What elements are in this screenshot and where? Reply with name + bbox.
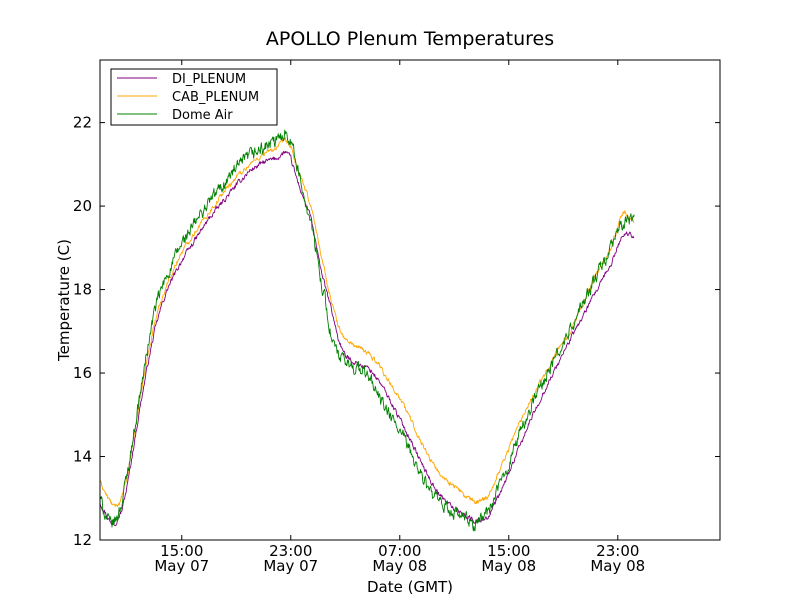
x-tick-label-time: 15:00 [160,542,203,560]
series-layer [99,129,635,532]
x-axis-label: Date (GMT) [367,578,453,596]
series-line-di-plenum [99,150,635,527]
x-tick-label-time: 23:00 [596,542,639,560]
x-tick-label-date: May 08 [372,557,427,575]
x-tick-label-time: 15:00 [487,542,530,560]
y-tick-label: 20 [73,197,92,215]
x-tick-label-date: May 08 [590,557,645,575]
y-tick-label: 14 [73,448,92,466]
y-axis-label: Temperature (C) [55,239,73,362]
y-tick-label: 12 [73,531,92,549]
legend: DI_PLENUM CAB_PLENUM Dome Air [110,68,278,126]
legend-label-di-plenum: DI_PLENUM [172,72,246,87]
y-tick-label: 16 [73,364,92,382]
legend-label-cab-plenum: CAB_PLENUM [172,90,259,105]
x-tick-label-time: 07:00 [378,542,421,560]
series-line-cab-plenum [99,136,635,508]
legend-label-dome-air: Dome Air [172,108,233,123]
y-tick-label: 18 [73,281,92,299]
plot-area-background [100,60,720,540]
series-line-dome-air [99,129,635,532]
plot-frame [99,59,721,541]
x-tick-label-date: May 07 [154,557,209,575]
x-tick-label-time: 23:00 [269,542,312,560]
y-tick-label: 22 [73,114,92,132]
chart-title: APOLLO Plenum Temperatures [266,28,554,50]
x-tick-label-date: May 07 [263,557,318,575]
x-tick-label-date: May 08 [481,557,536,575]
